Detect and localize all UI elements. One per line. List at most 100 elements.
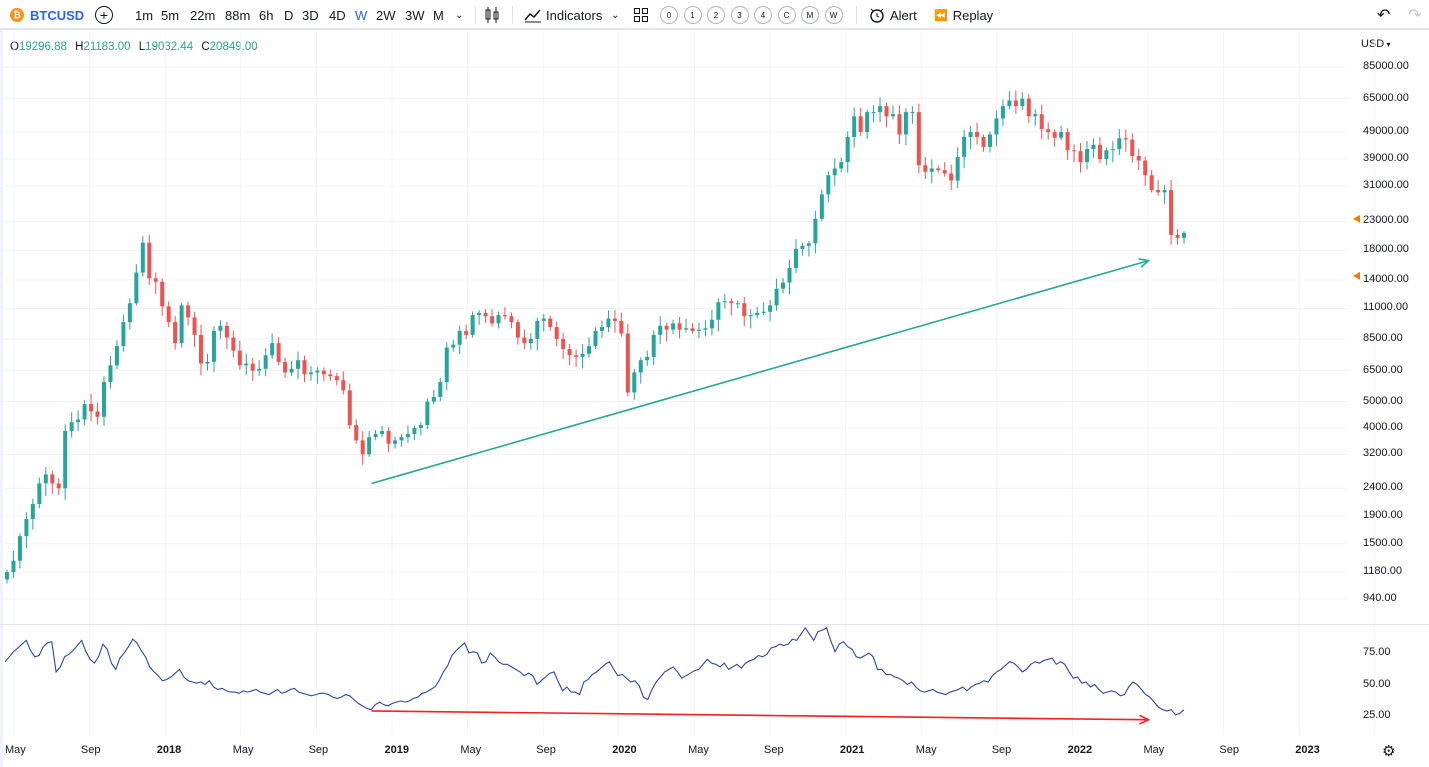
divider [856, 6, 857, 24]
candle-body [826, 175, 831, 195]
candle-body [464, 330, 469, 335]
price-tick-label: 31000.00 [1363, 179, 1409, 192]
candle-body [729, 301, 734, 304]
candle-body [1039, 114, 1044, 130]
interval-chevron-down-icon[interactable]: ⌄ [455, 9, 464, 21]
candle-body [50, 474, 55, 484]
candle-body [431, 396, 436, 402]
pane-divider[interactable] [0, 624, 1429, 625]
interval-d[interactable]: D [284, 7, 294, 23]
candle-body [774, 288, 779, 306]
candle-body [192, 317, 197, 335]
candle-body [89, 403, 94, 412]
candle-body [923, 165, 928, 172]
interval-2w[interactable]: 2W [376, 7, 396, 23]
candle-body [328, 374, 333, 377]
layout-slot-0[interactable]: 0 [660, 6, 678, 24]
candle-body [412, 427, 417, 435]
interval-4d[interactable]: 4D [329, 7, 346, 23]
time-tick-label: May [5, 744, 26, 756]
candle-body [1169, 189, 1174, 235]
candle-body [393, 440, 398, 444]
candle-body [127, 303, 132, 323]
candle-body [218, 325, 223, 331]
candle-body [806, 243, 811, 246]
candle-body [509, 316, 514, 323]
indicators-button[interactable]: Indicators [524, 0, 602, 30]
rsi-trendline-arrowhead [1139, 714, 1151, 725]
settings-gear-icon[interactable]: ⚙ [1382, 743, 1396, 760]
replay-button[interactable]: ⏪ Replay [934, 7, 994, 23]
interval-22m[interactable]: 22m [190, 7, 216, 23]
layout-slot-2[interactable]: 2 [707, 6, 725, 24]
candle-body [270, 343, 275, 356]
layout-slot-1[interactable]: 1 [683, 6, 702, 24]
candle-body [625, 333, 630, 393]
layout-grid-icon[interactable] [634, 0, 648, 30]
candle-body [1052, 132, 1057, 138]
layout-slot-w[interactable]: W [824, 6, 843, 24]
candle-body [677, 323, 682, 330]
candle-body [651, 334, 656, 357]
interval-m[interactable]: M [433, 7, 444, 23]
layout-slot-3[interactable]: 3 [730, 6, 749, 24]
price-tick-label: 18000.00 [1363, 243, 1409, 256]
candle-body [871, 112, 876, 114]
candle-body [813, 218, 818, 244]
candle-body [690, 328, 695, 331]
candles-chart-type-icon[interactable] [484, 0, 500, 30]
interval-88m[interactable]: 88m [225, 7, 251, 23]
candle-body [30, 504, 35, 520]
candle-body [748, 315, 753, 317]
interval-w[interactable]: W [355, 7, 368, 23]
price-tick-label: 8500.00 [1363, 331, 1403, 344]
layout-slot-m[interactable]: M [801, 6, 819, 24]
candle-body [341, 380, 346, 391]
candle-body [684, 328, 689, 330]
redo-icon[interactable]: ↷ [1408, 7, 1422, 24]
candle-body [742, 303, 747, 317]
undo-icon[interactable]: ↶ [1377, 7, 1391, 24]
indicators-chevron-down-icon[interactable]: ⌄ [611, 9, 620, 21]
candle-body [147, 242, 152, 279]
candle-body [360, 440, 365, 455]
candle-body [477, 312, 482, 316]
candle-body [722, 301, 727, 303]
currency-selector[interactable]: USD ▾ [1361, 38, 1391, 50]
price-tick-label: 5000.00 [1363, 394, 1403, 407]
candle-body [82, 403, 87, 420]
candle-body [1181, 232, 1187, 238]
price-tick-label: 1900.00 [1363, 508, 1403, 521]
compare-symbol-plus-icon[interactable]: + [95, 6, 113, 24]
interval-5m[interactable]: 5m [161, 7, 180, 23]
interval-3d[interactable]: 3D [302, 7, 319, 23]
symbol-selector[interactable]: ₿ BTCUSD [10, 0, 84, 30]
price-tick-label: 49000.00 [1363, 125, 1409, 138]
layout-slot-4[interactable]: 4 [754, 6, 772, 24]
candle-body [890, 114, 895, 117]
interval-1m[interactable]: 1m [135, 7, 154, 23]
candle-body [69, 422, 74, 431]
candle-body [845, 136, 850, 163]
layout-slot-c[interactable]: C [777, 6, 796, 24]
candle-body [761, 311, 766, 313]
candle-body [884, 106, 889, 117]
interval-3w[interactable]: 3W [405, 7, 425, 23]
candle-body [987, 134, 992, 147]
candle-body [1059, 132, 1064, 138]
candle-body [1084, 149, 1089, 163]
candle-body [56, 483, 61, 489]
candle-body [975, 132, 980, 137]
alert-button[interactable]: Alert [868, 0, 917, 30]
open-value: 19296.88 [18, 41, 67, 53]
candle-body [936, 168, 941, 171]
candle-body [1175, 234, 1180, 238]
candle-body [942, 170, 947, 174]
interval-6h[interactable]: 6h [259, 7, 274, 23]
candle-body [1097, 144, 1102, 160]
indicators-icon [524, 9, 541, 23]
time-tick-label: Sep [1219, 744, 1239, 756]
candle-body [599, 327, 604, 331]
candle-body [800, 245, 805, 250]
